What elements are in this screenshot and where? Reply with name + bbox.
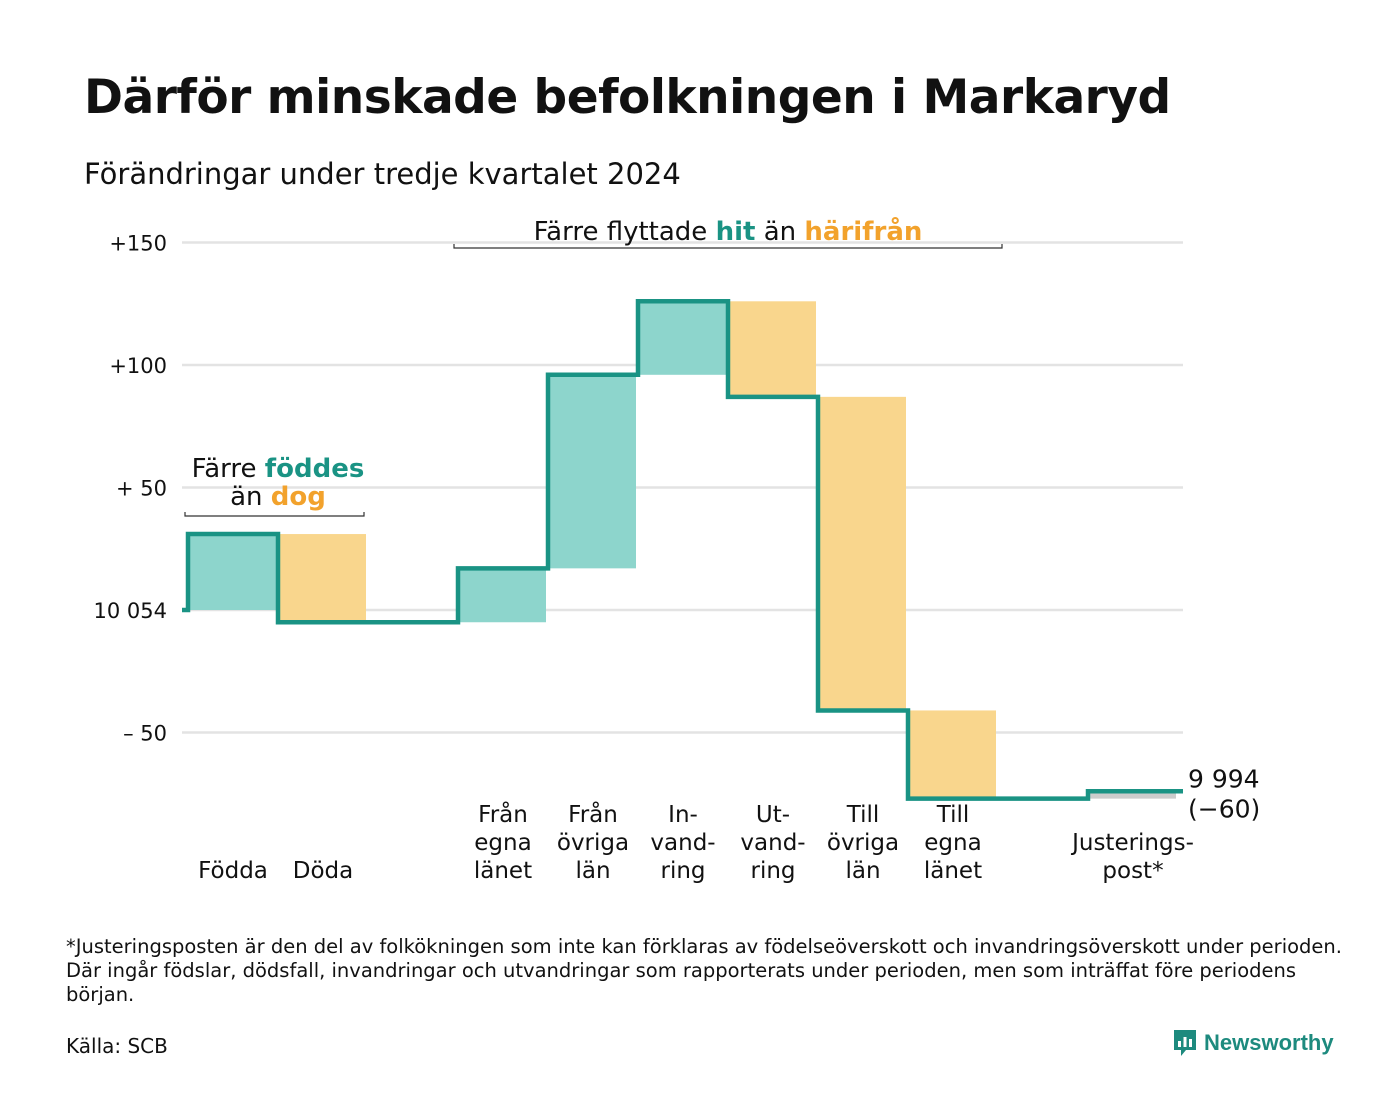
- category-label: vand-: [650, 830, 715, 856]
- newsworthy-logo-icon: [1174, 1030, 1196, 1056]
- category-label: Födda: [198, 858, 268, 884]
- category-label: egna: [924, 830, 981, 856]
- step-line: [182, 299, 1183, 801]
- y-tick-label: 10 054: [94, 599, 167, 623]
- category-label: län: [845, 858, 880, 884]
- category-label: Justerings-: [1070, 830, 1194, 856]
- category-label: Till: [936, 802, 970, 828]
- category-label: post*: [1102, 858, 1163, 884]
- category-label: ring: [750, 858, 795, 884]
- waterfall-bar: [1090, 791, 1176, 799]
- category-label: län: [575, 858, 610, 884]
- births-annotation-bracket: [184, 512, 365, 517]
- births-annotation-line1: Färre föddes: [192, 454, 365, 484]
- source-label: Källa: SCB: [66, 1034, 168, 1058]
- end-value-label: 9 994: [1188, 764, 1260, 793]
- brand-logo: Newsworthy: [1172, 1028, 1334, 1058]
- y-tick-label: +100: [109, 354, 167, 378]
- annotation-word: Färre flyttade: [534, 217, 716, 247]
- category-labels: 9 994(−60)Födda DödaFrånegnalänetFrånövri…: [198, 764, 1260, 884]
- waterfall-bar: [190, 534, 276, 610]
- category-label: ring: [660, 858, 705, 884]
- cumulative-step-line: [182, 299, 1183, 801]
- category-label: Ut-: [756, 802, 790, 828]
- annotation-word: härifrån: [804, 215, 922, 247]
- category-label: vand-: [740, 830, 805, 856]
- y-tick-label: – 50: [123, 722, 167, 746]
- waterfall-bar: [820, 396, 906, 711]
- y-tick-label: + 50: [116, 477, 167, 501]
- brand-name: Newsworthy: [1204, 1030, 1334, 1055]
- chart-subtitle: Förändringar under tredje kvartalet 2024: [84, 157, 681, 191]
- annotation-word: dog: [271, 482, 326, 512]
- category-label: In-: [668, 802, 698, 828]
- y-tick-label: +150: [109, 232, 167, 256]
- category-label: Från: [568, 800, 618, 828]
- category-label: övriga: [557, 830, 629, 856]
- bars: [190, 301, 1176, 799]
- category-label: Döda: [293, 858, 353, 884]
- category-label: länet: [474, 858, 532, 884]
- waterfall-bar: [910, 710, 996, 799]
- annotation-word: än: [230, 482, 271, 512]
- footnote: *Justeringsposten är den del av folkökni…: [66, 935, 1342, 1006]
- annotation-word: föddes: [265, 454, 365, 484]
- migration-annotation-bracket: [453, 244, 1003, 249]
- category-label: Till: [846, 802, 880, 828]
- waterfall-bar: [280, 534, 366, 623]
- waterfall-bar: [640, 301, 726, 375]
- category-label: länet: [924, 858, 982, 884]
- waterfall-bar: [550, 374, 636, 569]
- chart-title: Därför minskade befolkningen i Markaryd: [84, 70, 1171, 125]
- category-label: Från: [478, 800, 528, 828]
- waterfall-bar: [730, 301, 816, 397]
- births-annotation-line2: än dog: [230, 482, 326, 512]
- category-label: egna: [474, 830, 531, 856]
- migration-annotation-line1: Färre flyttade hit än härifrån: [534, 215, 923, 247]
- end-change-label: (−60): [1188, 794, 1260, 823]
- waterfall-bar: [460, 568, 546, 623]
- annotation-word: Färre: [192, 454, 265, 484]
- annotation-word: än: [755, 217, 804, 247]
- annotation-word: hit: [716, 217, 756, 247]
- category-label: övriga: [827, 830, 899, 856]
